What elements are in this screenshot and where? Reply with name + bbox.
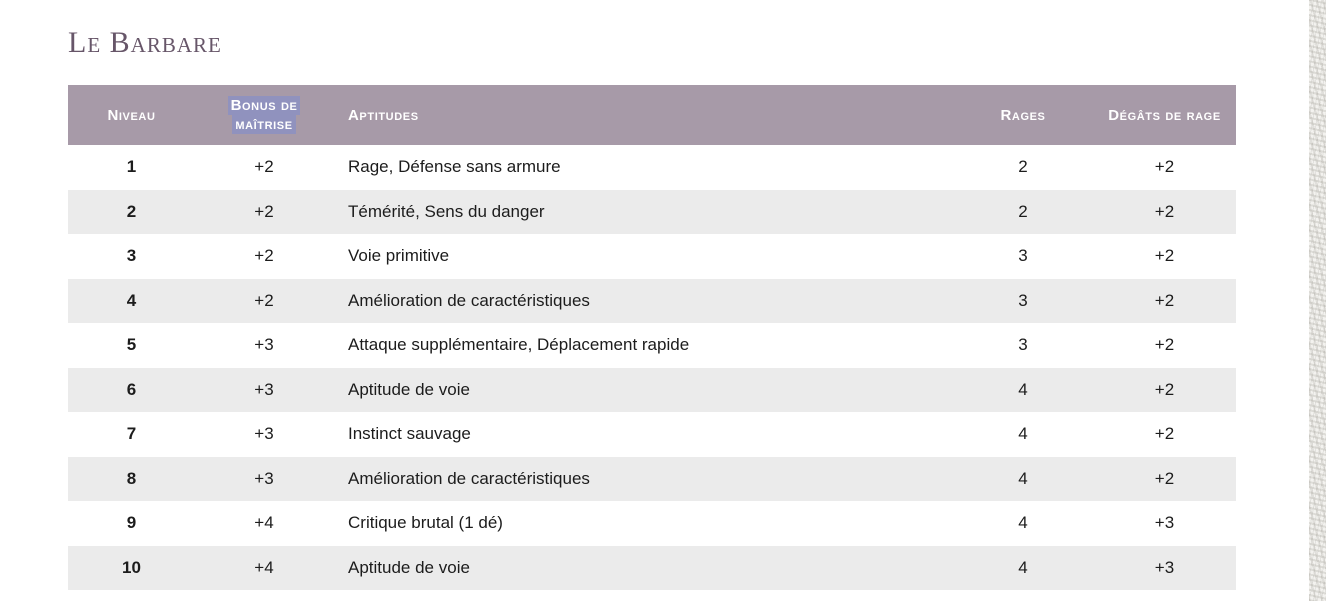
cell-aptitudes: Témérité, Sens du danger	[348, 201, 545, 221]
cell-niveau: 7	[126, 424, 137, 444]
cell-niveau: 1	[126, 157, 137, 177]
cell-niveau: 6	[126, 379, 137, 399]
column-header-rages: Rages	[953, 85, 1093, 145]
cell-niveau: 4	[126, 290, 137, 310]
cell-aptitudes: Attaque supplémentaire, Déplacement rapi…	[348, 335, 690, 355]
cell-rages: 4	[1018, 424, 1028, 444]
cell-rages: 4	[1018, 379, 1028, 399]
cell-degats: +2	[1154, 290, 1175, 310]
cell-aptitudes: Aptitude de voie	[348, 557, 470, 577]
column-header-degats-rage: Dégâts de rage	[1093, 85, 1236, 145]
cell-rages: 3	[1018, 335, 1028, 355]
table-row: 2 +2 Témérité, Sens du danger 2 +2	[68, 189, 1236, 234]
table-row: 6 +3 Aptitude de voie 4 +2	[68, 367, 1236, 412]
cell-bonus: +4	[254, 557, 274, 577]
column-header-bonus-maitrise-label-selected: Bonus de maîtrise	[227, 96, 301, 134]
cell-degats: +2	[1154, 424, 1175, 444]
table-row: 3 +2 Voie primitive 3 +2	[68, 234, 1236, 279]
cell-degats: +2	[1154, 468, 1175, 488]
cell-rages: 3	[1018, 246, 1028, 266]
column-header-aptitudes-label: Aptitudes	[348, 106, 419, 124]
cell-rages: 3	[1018, 290, 1028, 310]
cell-bonus: +3	[254, 468, 274, 488]
table-row: 7 +3 Instinct sauvage 4 +2	[68, 412, 1236, 457]
cell-bonus: +2	[254, 246, 274, 266]
page-edge-texture	[1309, 0, 1326, 601]
cell-niveau: 2	[126, 201, 137, 221]
barbarian-level-table: Niveau Bonus de maîtrise Aptitudes Rages…	[68, 85, 1236, 590]
cell-degats: +3	[1154, 513, 1175, 533]
cell-degats: +2	[1154, 335, 1175, 355]
column-header-niveau-label: Niveau	[107, 106, 156, 124]
column-header-niveau: Niveau	[68, 85, 195, 145]
table-body: 1 +2 Rage, Défense sans armure 2 +2 2 +2…	[68, 145, 1236, 590]
cell-niveau: 10	[122, 557, 141, 577]
cell-degats: +2	[1154, 246, 1175, 266]
cell-aptitudes: Critique brutal (1 dé)	[348, 513, 503, 533]
cell-aptitudes: Instinct sauvage	[348, 424, 471, 444]
column-header-bonus-maitrise: Bonus de maîtrise	[195, 85, 333, 145]
cell-niveau: 3	[126, 246, 137, 266]
table-row: 4 +2 Amélioration de caractéristiques 3 …	[68, 278, 1236, 323]
page-title: Le Barbare	[68, 26, 222, 59]
cell-bonus: +2	[254, 157, 274, 177]
cell-rages: 4	[1018, 468, 1028, 488]
cell-rages: 2	[1018, 201, 1028, 221]
cell-aptitudes: Aptitude de voie	[348, 379, 470, 399]
cell-degats: +2	[1154, 379, 1175, 399]
column-header-aptitudes: Aptitudes	[333, 85, 953, 145]
column-header-degats-rage-label: Dégâts de rage	[1108, 106, 1221, 124]
cell-degats: +3	[1154, 557, 1175, 577]
cell-rages: 4	[1018, 557, 1028, 577]
table-row: 10 +4 Aptitude de voie 4 +3	[68, 545, 1236, 590]
cell-degats: +2	[1154, 201, 1175, 221]
table-row: 8 +3 Amélioration de caractéristiques 4 …	[68, 456, 1236, 501]
cell-niveau: 5	[126, 335, 137, 355]
cell-aptitudes: Amélioration de caractéristiques	[348, 290, 590, 310]
cell-aptitudes: Voie primitive	[348, 246, 450, 266]
main-content: Le Barbare Niveau Bonus de maîtrise Apti…	[68, 28, 1236, 590]
cell-bonus: +2	[254, 290, 274, 310]
cell-degats: +2	[1154, 157, 1175, 177]
cell-bonus: +3	[254, 379, 274, 399]
column-header-rages-label: Rages	[1000, 106, 1046, 124]
cell-bonus: +2	[254, 201, 274, 221]
table-header: Niveau Bonus de maîtrise Aptitudes Rages…	[68, 85, 1236, 145]
cell-bonus: +3	[254, 335, 274, 355]
cell-aptitudes: Rage, Défense sans armure	[348, 157, 561, 177]
cell-rages: 4	[1018, 513, 1028, 533]
cell-aptitudes: Amélioration de caractéristiques	[348, 468, 590, 488]
cell-rages: 2	[1018, 157, 1028, 177]
table-header-row: Niveau Bonus de maîtrise Aptitudes Rages…	[68, 85, 1236, 145]
table-row: 5 +3 Attaque supplémentaire, Déplacement…	[68, 323, 1236, 368]
table-row: 9 +4 Critique brutal (1 dé) 4 +3	[68, 501, 1236, 546]
table-row: 1 +2 Rage, Défense sans armure 2 +2	[68, 145, 1236, 190]
cell-niveau: 8	[126, 468, 137, 488]
cell-bonus: +4	[254, 513, 274, 533]
cell-bonus: +3	[254, 424, 274, 444]
cell-niveau: 9	[126, 513, 137, 533]
